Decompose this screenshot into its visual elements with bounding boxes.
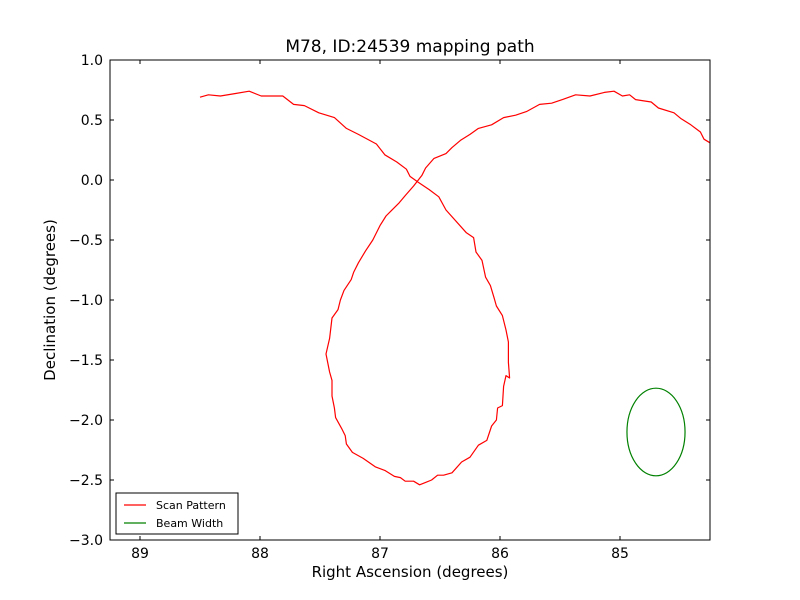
x-tick-label: 89 xyxy=(131,546,149,562)
y-tick-label: 1.0 xyxy=(81,53,103,69)
x-tick-label: 88 xyxy=(251,546,269,562)
y-tick-label: −1.5 xyxy=(69,353,103,369)
legend-label-scan-pattern: Scan Pattern xyxy=(156,499,226,512)
legend-label-beam-width: Beam Width xyxy=(156,517,223,530)
tick-layer xyxy=(110,59,710,541)
x-tick-label: 87 xyxy=(371,546,389,562)
legend: Scan Pattern Beam Width xyxy=(115,492,239,535)
series-layer xyxy=(199,90,711,486)
plot-frame xyxy=(109,59,711,541)
y-tick-label: −3.0 xyxy=(69,533,103,549)
y-axis-title: Declination (degrees) xyxy=(41,219,59,381)
y-tick-label: 0.5 xyxy=(81,113,103,129)
chart-title: M78, ID:24539 mapping path xyxy=(285,37,534,57)
y-tick-label: −0.5 xyxy=(69,233,103,249)
y-tick-label: 0.0 xyxy=(81,173,103,189)
tick-labels: 89 88 87 86 85 1.0 0.5 0.0 −0.5 −1.0 −1.5 −2.0 −2.5 −… xyxy=(69,53,629,562)
x-tick-label: 85 xyxy=(611,546,629,562)
x-tick-label: 86 xyxy=(491,546,509,562)
beam-width-circle xyxy=(626,387,686,477)
y-tick-label: −2.0 xyxy=(69,413,103,429)
y-tick-label: −2.5 xyxy=(69,473,103,489)
y-tick-label: −1.0 xyxy=(69,293,103,309)
plot-background xyxy=(110,60,710,540)
legend-box xyxy=(115,492,239,535)
scan-pattern-line xyxy=(199,90,711,486)
plot-area xyxy=(109,59,711,541)
x-axis-title: Right Ascension (degrees) xyxy=(312,563,509,581)
